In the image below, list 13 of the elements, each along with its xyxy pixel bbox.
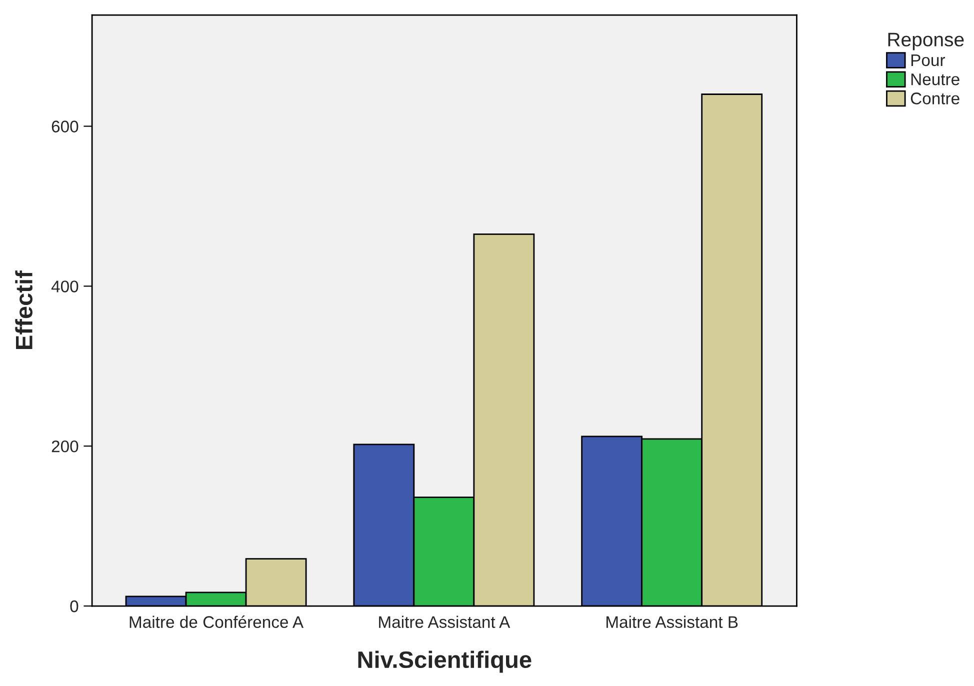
y-tick-label: 0: [70, 600, 78, 612]
x-tick-label: Maitre Assistant B: [606, 616, 738, 628]
legend-label: Neutre: [911, 74, 960, 86]
x-axis-title: Niv.Scientifique: [358, 650, 532, 673]
y-tick-label: 200: [52, 440, 78, 452]
legend-title: Reponse: [888, 32, 964, 50]
legend-label: Contre: [910, 92, 960, 104]
legend-label: Pour: [911, 54, 945, 66]
x-tick-label: Maitre de Conférence A: [130, 616, 304, 628]
y-axis-title: Effectif: [15, 270, 32, 349]
y-tick-label: 400: [51, 280, 78, 292]
y-tick-label: 600: [52, 120, 78, 132]
x-tick-label: Maitre Assistant A: [379, 616, 510, 628]
